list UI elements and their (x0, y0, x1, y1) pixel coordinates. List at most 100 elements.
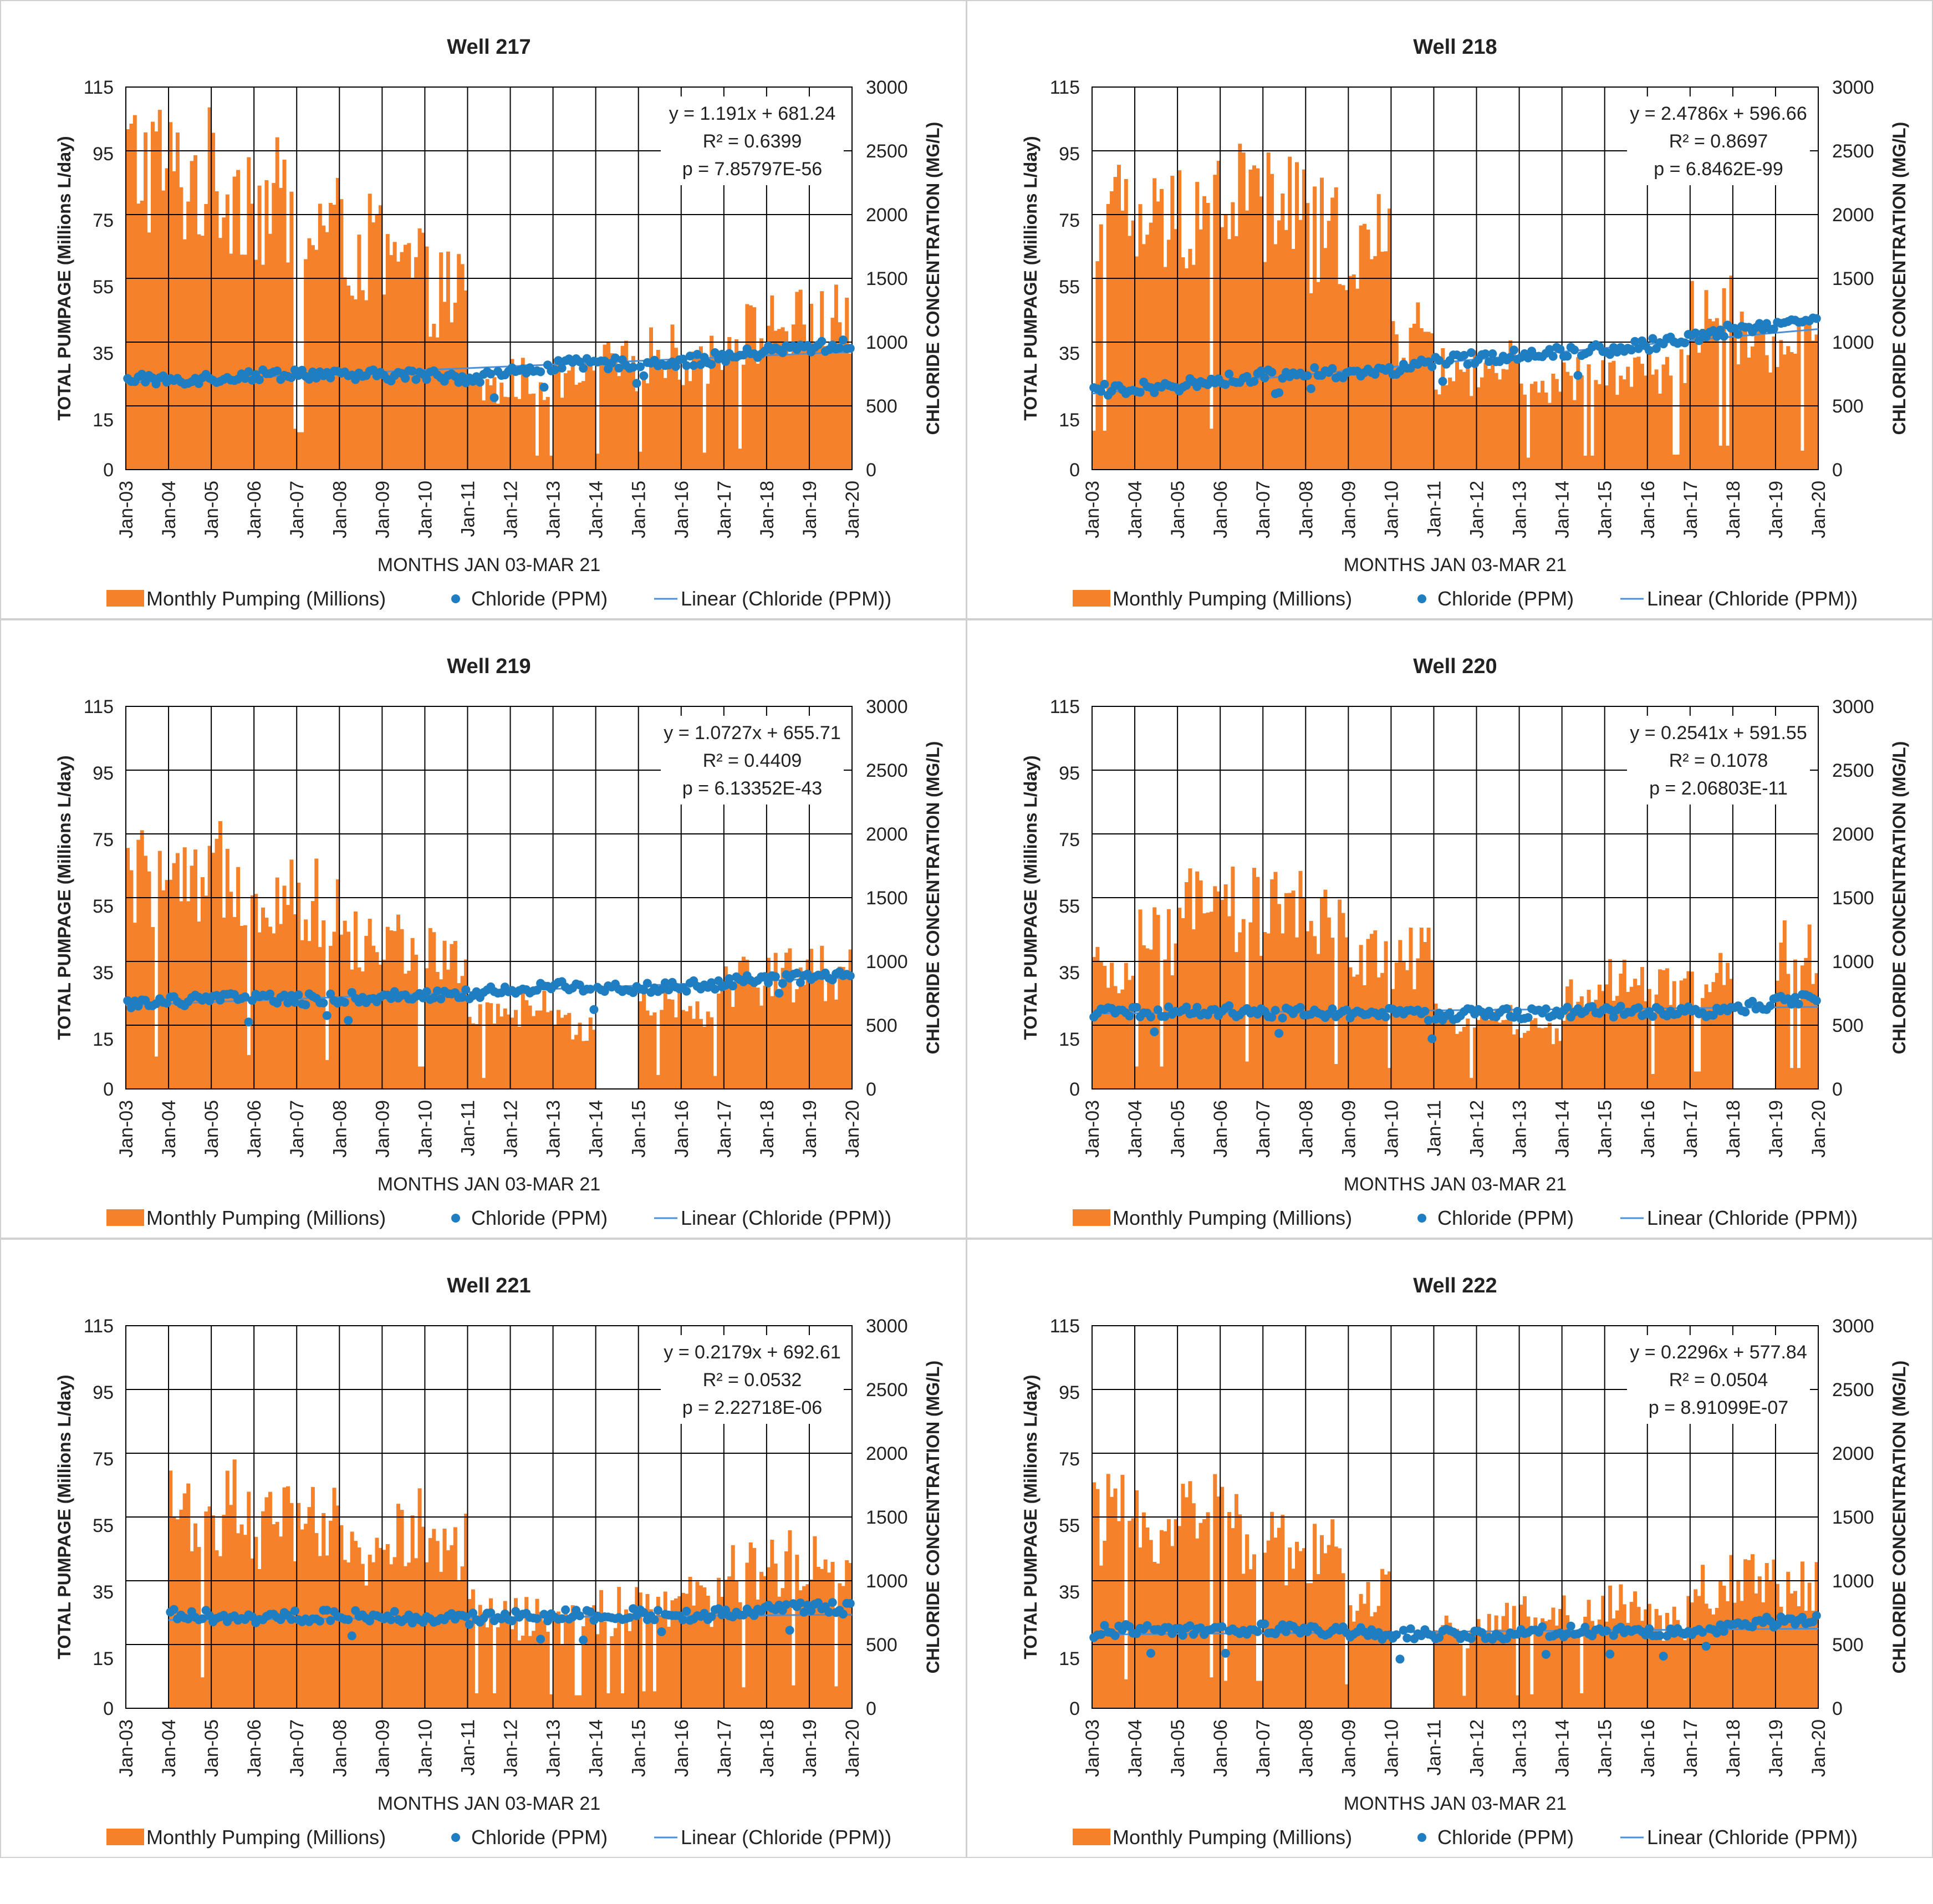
x-tick-label: Jan-18 (1723, 481, 1744, 538)
pumping-bar (1558, 391, 1563, 470)
pumping-bar (1636, 1607, 1641, 1708)
y-left-tick-label: 55 (93, 896, 114, 917)
pumping-bar (464, 959, 468, 1089)
pumping-bar (1334, 187, 1338, 470)
pumping-bar (1548, 1022, 1552, 1089)
pumping-bar (247, 1055, 251, 1089)
pumping-bar (1480, 1637, 1484, 1708)
pumping-bar (1341, 1573, 1345, 1708)
x-tick-label: Jan-11 (1424, 481, 1445, 537)
pumping-bar (1259, 1681, 1263, 1708)
chloride-point (817, 337, 827, 346)
pumping-bar (1376, 194, 1381, 470)
pumping-bar (1434, 1630, 1438, 1708)
pumping-bar (1110, 1496, 1114, 1708)
pumping-bar (781, 1588, 785, 1708)
pumping-bar (1348, 1605, 1353, 1708)
pumping-bar (368, 194, 372, 470)
pumping-bar (1298, 220, 1303, 470)
y-left-tick-label: 15 (1059, 1648, 1080, 1669)
pumping-bar (1526, 457, 1531, 470)
pumping-bar (1238, 1514, 1242, 1708)
pumping-bar (1128, 236, 1132, 470)
x-axis-label: MONTHS JAN 03-MAR 21 (378, 1793, 600, 1814)
pumping-bar (129, 870, 134, 1089)
x-tick-label: Jan-06 (1210, 1719, 1231, 1777)
y-left-tick-label: 35 (93, 1582, 114, 1603)
pumping-bar (1576, 1001, 1580, 1089)
pumping-bar (1437, 1631, 1441, 1708)
chloride-point (244, 1017, 253, 1027)
pumping-bar (805, 344, 810, 470)
chloride-point (1791, 992, 1800, 1002)
y-right-axis-label: CHLORIDE CONCENTRATION (MG/L) (1889, 1361, 1909, 1674)
chloride-point (344, 1615, 353, 1625)
pumping-bar (1259, 956, 1263, 1089)
pumping-bar (1711, 321, 1716, 470)
pumping-bar (165, 880, 169, 1089)
chloride-point (290, 1606, 299, 1616)
pumping-bar (1729, 1555, 1733, 1708)
pumping-bar (1782, 1616, 1787, 1708)
pumping-bar (339, 199, 344, 470)
chloride-point (717, 349, 727, 359)
x-tick-label: Jan-17 (1680, 481, 1701, 538)
gridlines (1092, 706, 1819, 1090)
pumping-bar (795, 292, 799, 470)
pumping-bar (805, 959, 810, 1089)
chloride-point (1812, 314, 1821, 323)
equation-box (1627, 716, 1810, 805)
pumping-bar (507, 1014, 511, 1089)
pumping-bar (1782, 920, 1787, 1089)
y-right-tick-label: 0 (1832, 1079, 1843, 1100)
x-tick-label: Jan-09 (372, 1100, 393, 1158)
y-left-tick-label: 75 (1059, 210, 1080, 231)
pumping-bar (1761, 323, 1766, 470)
pumping-bar (460, 976, 465, 1089)
x-tick-label: Jan-15 (629, 1100, 650, 1158)
x-tick-label: Jan-13 (1509, 481, 1531, 538)
pumping-bar (524, 1597, 529, 1708)
pumping-bar (1772, 336, 1776, 470)
pumping-bar (1473, 1628, 1477, 1708)
x-axis-label: MONTHS JAN 03-MAR 21 (378, 1174, 600, 1195)
pumping-bar (528, 394, 532, 470)
chloride-point (1545, 345, 1554, 354)
pumping-bar (731, 354, 735, 470)
pumping-bar (1145, 1527, 1150, 1708)
chloride-point (1153, 1005, 1162, 1015)
x-tick-label: Jan-15 (1595, 1100, 1616, 1158)
pumping-bar (1669, 375, 1673, 470)
pumping-bar (1238, 144, 1242, 470)
pumping-bar (1487, 369, 1491, 470)
chloride-point (1466, 348, 1476, 357)
chloride-point (475, 378, 484, 387)
pumping-bar (695, 358, 700, 470)
pumping-bar (1103, 430, 1107, 470)
pumping-bar (553, 1619, 557, 1708)
pumping-bar (1807, 1582, 1812, 1708)
chloride-point (326, 373, 335, 383)
pumping-bar (1351, 976, 1356, 1089)
pumping-bar (425, 1562, 429, 1708)
pumping-bar (510, 359, 514, 470)
legend-label-pumping: Monthly Pumping (Millions) (146, 1206, 386, 1229)
pumping-bar (1622, 379, 1626, 470)
chloride-point (642, 979, 652, 988)
pumping-bar (784, 953, 788, 1089)
pumping-bar (1160, 1530, 1164, 1708)
pumping-bar (617, 1587, 621, 1708)
chloride-point (1096, 1630, 1106, 1639)
chloride-point (347, 1631, 356, 1641)
pumping-bar (1181, 1484, 1185, 1708)
chloride-point (1399, 1626, 1408, 1635)
x-tick-label: Jan-12 (501, 481, 522, 538)
chloride-point (1445, 1009, 1455, 1017)
y-right-tick-label: 3000 (866, 1316, 908, 1337)
pumping-bar (354, 1541, 358, 1708)
chloride-point (141, 378, 150, 386)
pumping-bar (1644, 375, 1648, 470)
pumping-bar (421, 1066, 425, 1089)
pumping-bar (838, 322, 842, 470)
